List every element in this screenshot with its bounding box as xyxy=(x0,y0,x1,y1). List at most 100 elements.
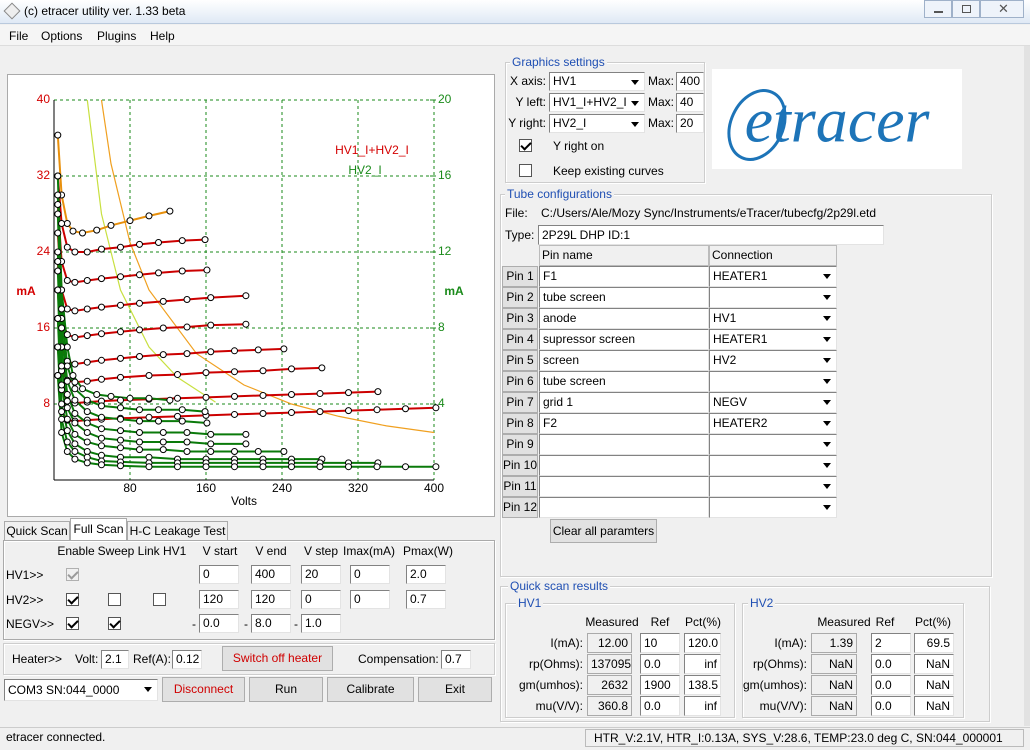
enable-checkbox[interactable] xyxy=(66,593,79,606)
value-field[interactable]: 20 xyxy=(301,565,341,584)
connection-combo[interactable] xyxy=(709,497,837,518)
link-checkbox[interactable] xyxy=(153,593,166,606)
result-field[interactable]: NaN xyxy=(811,675,857,695)
pin-button[interactable]: Pin 9 xyxy=(502,434,538,455)
result-field[interactable]: 69.5 xyxy=(914,633,954,653)
menu-item[interactable]: Help xyxy=(150,29,175,43)
ref-field[interactable]: 0.12 xyxy=(172,650,202,669)
result-field[interactable]: NaN xyxy=(811,696,857,716)
pin-name-field[interactable]: anode xyxy=(539,308,709,329)
port-combo[interactable]: COM3 SN:044_0000 xyxy=(4,679,158,701)
tab[interactable]: Full Scan xyxy=(70,518,127,541)
pin-button[interactable]: Pin 8 xyxy=(502,413,538,434)
result-field[interactable]: 138.5 xyxy=(684,675,721,695)
max-field[interactable]: 40 xyxy=(676,93,704,112)
pin-button[interactable]: Pin 2 xyxy=(502,287,538,308)
menu-item[interactable]: Options xyxy=(41,29,83,43)
result-field[interactable]: 360.8 xyxy=(587,696,632,716)
enable-checkbox[interactable] xyxy=(66,568,79,581)
axis-combo[interactable]: HV1_I+HV2_I xyxy=(549,93,645,112)
result-field[interactable]: NaN xyxy=(914,675,954,695)
value-field[interactable]: 2.0 xyxy=(406,565,446,584)
value-field[interactable]: 0 xyxy=(301,590,341,609)
result-field[interactable]: 0.0 xyxy=(871,675,911,695)
pin-button[interactable]: Pin 6 xyxy=(502,371,538,392)
pin-button[interactable]: Pin 4 xyxy=(502,329,538,350)
pin-name-field[interactable]: tube screen xyxy=(539,287,709,308)
value-field[interactable]: 400 xyxy=(251,565,291,584)
value-field[interactable]: 0 xyxy=(350,590,390,609)
clear-button[interactable]: Clear all paramters xyxy=(550,519,657,543)
connection-combo[interactable] xyxy=(709,476,837,497)
sweep-checkbox[interactable] xyxy=(108,593,121,606)
tab[interactable]: H-C Leakage Test xyxy=(127,521,228,541)
pin-button[interactable]: Pin 3 xyxy=(502,308,538,329)
control-button[interactable]: Exit xyxy=(418,677,492,702)
result-field[interactable]: NaN xyxy=(914,696,954,716)
pin-name-field[interactable]: screen xyxy=(539,350,709,371)
pin-name-field[interactable] xyxy=(539,455,709,476)
value-field[interactable]: 0.7 xyxy=(406,590,446,609)
connection-combo[interactable]: HEATER1 xyxy=(709,266,837,287)
axis-combo[interactable]: HV2_I xyxy=(549,114,645,133)
value-field[interactable]: 0 xyxy=(350,565,390,584)
connection-combo[interactable] xyxy=(709,371,837,392)
minimize-button[interactable] xyxy=(924,0,952,18)
option-checkbox[interactable] xyxy=(519,164,532,177)
pin-name-field[interactable]: F1 xyxy=(539,266,709,287)
max-field[interactable]: 400 xyxy=(676,72,704,91)
result-field[interactable]: 12.00 xyxy=(587,633,632,653)
pin-name-field[interactable]: tube screen xyxy=(539,371,709,392)
result-field[interactable]: NaN xyxy=(914,654,954,674)
connection-combo[interactable]: HEATER1 xyxy=(709,329,837,350)
pin-button[interactable]: Pin 12 xyxy=(502,497,538,518)
result-field[interactable]: 0.0 xyxy=(640,696,680,716)
compensation-field[interactable]: 0.7 xyxy=(441,650,471,669)
maximize-button[interactable] xyxy=(952,0,980,18)
result-field[interactable]: 1.39 xyxy=(811,633,857,653)
connection-combo[interactable]: HV1 xyxy=(709,308,837,329)
result-field[interactable]: 120.0 xyxy=(684,633,721,653)
connection-combo[interactable] xyxy=(709,434,837,455)
pin-button[interactable]: Pin 7 xyxy=(502,392,538,413)
type-field[interactable]: 2P29L DHP ID:1 xyxy=(538,225,884,245)
pin-name-field[interactable] xyxy=(539,497,709,518)
menu-item[interactable]: Plugins xyxy=(97,29,137,43)
value-field[interactable]: 1.0 xyxy=(301,614,341,633)
connection-combo[interactable]: HV2 xyxy=(709,350,837,371)
value-field[interactable]: 0.0 xyxy=(199,614,239,633)
enable-checkbox[interactable] xyxy=(66,617,79,630)
pin-name-field[interactable]: F2 xyxy=(539,413,709,434)
connection-combo[interactable]: HEATER2 xyxy=(709,413,837,434)
option-checkbox[interactable] xyxy=(519,139,532,152)
volt-field[interactable]: 2.1 xyxy=(101,650,129,669)
result-field[interactable]: NaN xyxy=(811,654,857,674)
connection-combo[interactable] xyxy=(709,455,837,476)
result-field[interactable]: inf xyxy=(684,654,721,674)
control-button[interactable]: Run xyxy=(249,677,323,702)
result-field[interactable]: 137095 xyxy=(587,654,632,674)
value-field[interactable]: 8.0 xyxy=(251,614,291,633)
connection-combo[interactable]: NEGV xyxy=(709,392,837,413)
result-field[interactable]: 2 xyxy=(871,633,911,653)
result-field[interactable]: 0.0 xyxy=(871,654,911,674)
pin-button[interactable]: Pin 11 xyxy=(502,476,538,497)
result-field[interactable]: inf xyxy=(684,696,721,716)
value-field[interactable]: 120 xyxy=(251,590,291,609)
pin-name-field[interactable]: grid 1 xyxy=(539,392,709,413)
result-field[interactable]: 0.0 xyxy=(640,654,680,674)
result-field[interactable]: 2632 xyxy=(587,675,632,695)
control-button[interactable]: Calibrate xyxy=(327,677,414,702)
sweep-checkbox[interactable] xyxy=(108,617,121,630)
switch-heater-button[interactable]: Switch off heater xyxy=(222,646,333,671)
value-field[interactable]: 120 xyxy=(199,590,239,609)
pin-button[interactable]: Pin 10 xyxy=(502,455,538,476)
connection-combo[interactable] xyxy=(709,287,837,308)
pin-button[interactable]: Pin 5 xyxy=(502,350,538,371)
result-field[interactable]: 1900 xyxy=(640,675,680,695)
pin-name-field[interactable] xyxy=(539,476,709,497)
pin-name-field[interactable] xyxy=(539,434,709,455)
result-field[interactable]: 10 xyxy=(640,633,680,653)
close-button[interactable]: ✕ xyxy=(980,0,1024,18)
pin-name-field[interactable]: supressor screen xyxy=(539,329,709,350)
